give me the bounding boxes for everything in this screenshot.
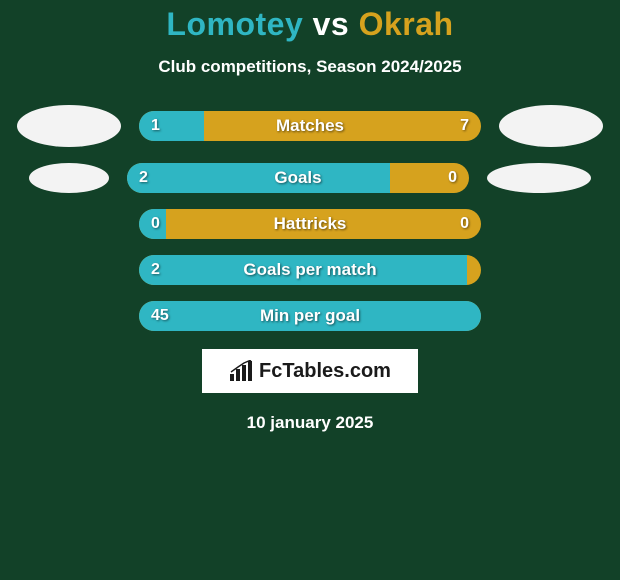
stat-row: 0 0 Hattricks bbox=[0, 209, 620, 239]
stat-rows: 1 7 Matches 2 0 Goals 0 0 Hattricks bbox=[0, 105, 620, 331]
stat-label: Hattricks bbox=[139, 209, 481, 239]
vs-label: vs bbox=[313, 6, 350, 42]
player-avatar bbox=[499, 105, 603, 147]
player1-name: Lomotey bbox=[166, 6, 303, 42]
subtitle: Club competitions, Season 2024/2025 bbox=[0, 57, 620, 77]
stat-bar: 45 Min per goal bbox=[139, 301, 481, 331]
logo-box: FcTables.com bbox=[202, 349, 418, 393]
stat-row: 45 Min per goal bbox=[0, 301, 620, 331]
bars-icon bbox=[229, 360, 257, 382]
stat-bar-fill bbox=[127, 163, 390, 193]
player-avatar bbox=[17, 105, 121, 147]
stat-bar-fill bbox=[139, 209, 166, 239]
stat-bar-fill bbox=[139, 111, 204, 141]
stat-bar: 0 0 Hattricks bbox=[139, 209, 481, 239]
date: 10 january 2025 bbox=[0, 413, 620, 433]
player2-name: Okrah bbox=[359, 6, 454, 42]
logo-text: FcTables.com bbox=[259, 360, 391, 383]
player-avatar bbox=[487, 163, 591, 193]
stat-value-right: 0 bbox=[460, 209, 469, 239]
stat-row: 1 7 Matches bbox=[0, 105, 620, 147]
player-avatar bbox=[29, 163, 109, 193]
stat-row: 2 Goals per match bbox=[0, 255, 620, 285]
stat-value-right: 7 bbox=[460, 111, 469, 141]
stat-bar: 2 Goals per match bbox=[139, 255, 481, 285]
stat-row: 2 0 Goals bbox=[0, 163, 620, 193]
stat-bar: 1 7 Matches bbox=[139, 111, 481, 141]
stat-bar-fill bbox=[139, 301, 481, 331]
page-title: Lomotey vs Okrah bbox=[0, 6, 620, 43]
stat-bar: 2 0 Goals bbox=[127, 163, 469, 193]
comparison-card: Lomotey vs Okrah Club competitions, Seas… bbox=[0, 0, 620, 580]
stat-bar-fill bbox=[139, 255, 467, 285]
stat-value-right: 0 bbox=[448, 163, 457, 193]
